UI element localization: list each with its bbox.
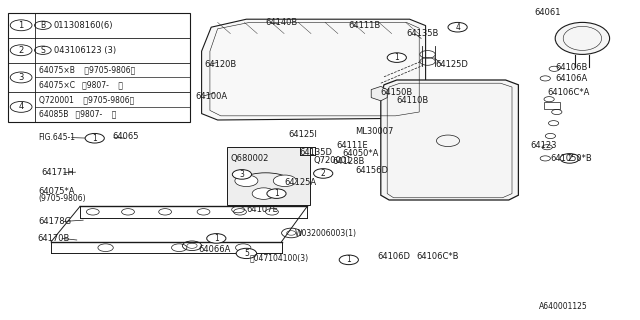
Text: Q680002: Q680002 [230, 154, 269, 163]
Text: 64106D: 64106D [378, 252, 411, 261]
Text: 4: 4 [455, 23, 460, 32]
Text: 1: 1 [274, 189, 279, 198]
Text: 2: 2 [567, 154, 572, 163]
Text: 1: 1 [394, 53, 399, 62]
Text: 641050*B: 641050*B [550, 154, 592, 163]
Text: 64111B: 64111B [349, 21, 381, 30]
Text: ML30007: ML30007 [355, 127, 394, 136]
Circle shape [234, 209, 246, 215]
Text: W032006003(1): W032006003(1) [294, 229, 356, 238]
Text: 64125I: 64125I [288, 130, 317, 139]
Text: 64156D: 64156D [355, 166, 388, 175]
Circle shape [387, 53, 406, 62]
Circle shape [207, 234, 226, 243]
Circle shape [172, 244, 187, 252]
Text: 64050*A: 64050*A [342, 149, 379, 158]
Text: 64171H: 64171H [42, 168, 74, 177]
Text: 64135B: 64135B [406, 29, 439, 38]
Text: (9705-9806): (9705-9806) [38, 194, 86, 203]
Text: 64066A: 64066A [198, 245, 231, 254]
Text: 64107E: 64107E [246, 205, 278, 214]
Text: 64120B: 64120B [205, 60, 237, 68]
Text: 64178G: 64178G [38, 217, 72, 226]
Text: 1: 1 [346, 255, 351, 264]
Text: 3: 3 [239, 170, 244, 179]
Text: 64106A: 64106A [556, 74, 588, 83]
Circle shape [122, 209, 134, 215]
Text: 1: 1 [19, 21, 24, 30]
Ellipse shape [555, 22, 610, 54]
Text: 5: 5 [244, 249, 249, 258]
Circle shape [98, 244, 113, 252]
Text: 64170B: 64170B [37, 234, 70, 243]
Text: 64128B: 64128B [333, 157, 365, 166]
Text: FIG.645-1: FIG.645-1 [38, 133, 76, 142]
Circle shape [273, 175, 296, 187]
Text: 64125A: 64125A [285, 178, 317, 187]
Text: 64150B: 64150B [381, 88, 413, 97]
Polygon shape [381, 80, 518, 200]
Circle shape [560, 154, 579, 163]
Text: 2: 2 [19, 46, 24, 55]
Text: 64110B: 64110B [397, 96, 429, 105]
Circle shape [252, 188, 275, 199]
Text: 假047104100(3): 假047104100(3) [250, 253, 308, 262]
Circle shape [159, 209, 172, 215]
Polygon shape [202, 19, 426, 120]
Text: 64106C*A: 64106C*A [547, 88, 589, 97]
Bar [227, 147, 310, 205]
Text: 64075×C   〈9807-    〉: 64075×C 〈9807- 〉 [39, 80, 123, 89]
Text: A640001125: A640001125 [539, 302, 588, 311]
Text: 3: 3 [19, 73, 24, 82]
Text: 011308160(6): 011308160(6) [54, 21, 113, 30]
Polygon shape [371, 86, 387, 101]
Text: 1: 1 [92, 134, 97, 143]
Circle shape [266, 209, 278, 215]
Circle shape [267, 189, 286, 198]
Text: 64085B   〈9807-    〉: 64085B 〈9807- 〉 [39, 110, 116, 119]
Circle shape [314, 169, 333, 178]
Text: 4: 4 [19, 102, 24, 111]
Text: 64061: 64061 [534, 8, 561, 17]
Text: 1: 1 [214, 234, 219, 243]
Text: 043106123 (3): 043106123 (3) [54, 46, 116, 55]
Text: 64135D: 64135D [300, 148, 333, 156]
Circle shape [232, 170, 252, 179]
Circle shape [197, 209, 210, 215]
Text: 64123: 64123 [530, 141, 556, 150]
Text: 64140B: 64140B [266, 18, 298, 27]
Circle shape [236, 244, 251, 252]
Circle shape [86, 209, 99, 215]
Circle shape [235, 175, 258, 187]
Bar [8, 13, 190, 122]
Text: 64075×B    〈9705-9806〉: 64075×B 〈9705-9806〉 [39, 66, 135, 75]
Text: 64111E: 64111E [336, 141, 367, 150]
Text: 64106C*B: 64106C*B [416, 252, 458, 261]
Text: 64125D: 64125D [435, 60, 468, 68]
Text: Q720001: Q720001 [314, 156, 352, 164]
Text: 64075*A: 64075*A [38, 188, 75, 196]
Circle shape [448, 22, 467, 32]
Circle shape [85, 133, 104, 143]
Text: 2: 2 [321, 169, 326, 178]
Text: 64106B: 64106B [556, 63, 588, 72]
Circle shape [339, 255, 358, 265]
Text: 64065: 64065 [112, 132, 138, 140]
Circle shape [236, 248, 257, 259]
Text: B: B [40, 21, 45, 30]
Text: S: S [40, 46, 45, 55]
Text: Q720001    〈9705-9806〉: Q720001 〈9705-9806〉 [39, 95, 134, 104]
Text: 64100A: 64100A [195, 92, 227, 100]
